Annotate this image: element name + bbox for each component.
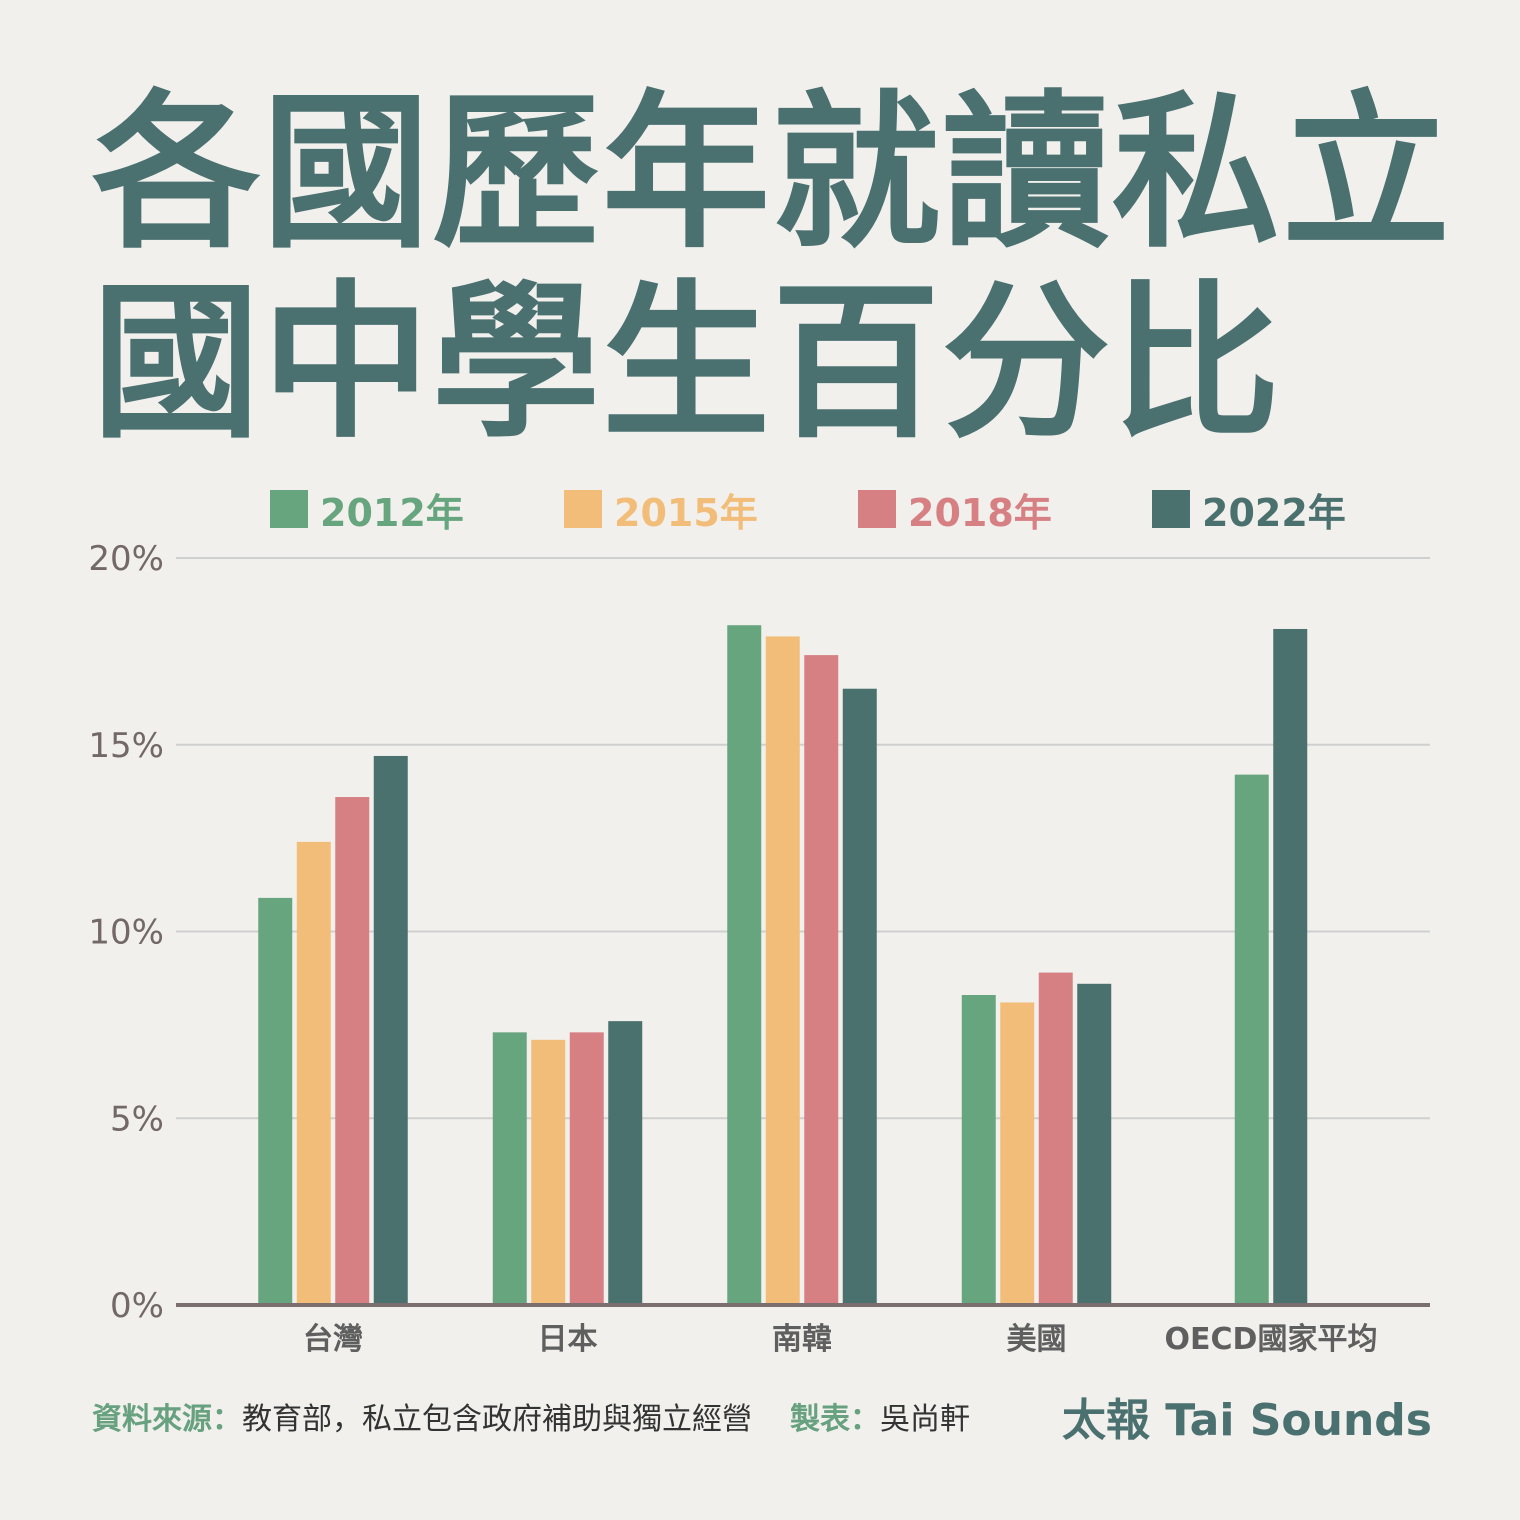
y-tick-label: 20% bbox=[88, 540, 164, 579]
x-tick-label-korea: 南韓 bbox=[772, 1322, 832, 1357]
y-tick-label: 0% bbox=[110, 1286, 164, 1326]
bar-japan-2022 bbox=[608, 1021, 643, 1305]
bar-taiwan-2012 bbox=[258, 897, 293, 1305]
y-tick-label: 15% bbox=[88, 726, 164, 766]
legend-label-2018: 2018年 bbox=[908, 490, 1052, 535]
chart-title: 各國歷年就讀私立 國中學生百分比 bbox=[92, 78, 1452, 458]
bar-usa-2012 bbox=[961, 994, 996, 1305]
footer: 資料來源： 教育部，私立包含政府補助與獨立經營 製表： 吳尚軒 太報 Tai S… bbox=[92, 1388, 1432, 1446]
y-axis-ticks: 0% 5% 10% 15% 20% bbox=[88, 540, 164, 1326]
bars bbox=[258, 625, 1308, 1305]
brand-logo-text: 太報 Tai Sounds bbox=[1061, 1395, 1432, 1446]
legend-item-2018: 2018年 bbox=[858, 484, 1052, 535]
title-line-1: 各國歷年就讀私立 bbox=[92, 75, 1452, 271]
bar-korea-2012 bbox=[727, 625, 762, 1305]
bar-oecd-2012 bbox=[1234, 774, 1269, 1305]
source-text: 教育部，私立包含政府補助與獨立經營 bbox=[242, 1402, 752, 1437]
bar-japan-2018 bbox=[569, 1032, 604, 1305]
maker-text: 吳尚軒 bbox=[880, 1402, 970, 1437]
legend-swatch-2018 bbox=[858, 490, 896, 528]
legend: 2012年 2015年 2018年 2022年 bbox=[0, 484, 1520, 535]
y-tick-label: 10% bbox=[88, 913, 164, 953]
x-tick-label-taiwan: 台灣 bbox=[303, 1322, 363, 1357]
bar-korea-2018 bbox=[804, 655, 839, 1305]
bar-japan-2015 bbox=[531, 1039, 566, 1305]
bar-chart: 0% 5% 10% 15% 20% 台灣 日本 南韓 美國 OECD國家平均 bbox=[88, 540, 1430, 1357]
title-line-2: 國中學生百分比 bbox=[92, 265, 1282, 461]
source-label: 資料來源： bbox=[92, 1402, 242, 1437]
legend-item-2015: 2015年 bbox=[564, 484, 758, 535]
y-tick-label: 5% bbox=[110, 1099, 164, 1139]
legend-item-2012: 2012年 bbox=[270, 484, 464, 535]
legend-item-2022: 2022年 bbox=[1152, 484, 1346, 535]
bar-usa-2022 bbox=[1077, 983, 1112, 1305]
bar-japan-2012 bbox=[492, 1032, 527, 1305]
legend-label-2012: 2012年 bbox=[320, 490, 464, 535]
legend-swatch-2015 bbox=[564, 490, 602, 528]
bar-usa-2018 bbox=[1038, 972, 1073, 1305]
legend-swatch-2022 bbox=[1152, 490, 1190, 528]
bar-taiwan-2015 bbox=[296, 841, 331, 1305]
x-tick-label-oecd: OECD國家平均 bbox=[1165, 1322, 1378, 1357]
bar-oecd-2022 bbox=[1273, 628, 1308, 1305]
bar-usa-2015 bbox=[1000, 1002, 1035, 1305]
legend-label-2022: 2022年 bbox=[1202, 490, 1346, 535]
x-tick-label-usa: 美國 bbox=[1007, 1322, 1067, 1357]
bar-taiwan-2022 bbox=[373, 755, 408, 1305]
x-axis-ticks: 台灣 日本 南韓 美國 OECD國家平均 bbox=[303, 1322, 1377, 1357]
legend-label-2015: 2015年 bbox=[614, 490, 758, 535]
bar-taiwan-2018 bbox=[335, 797, 370, 1305]
bar-korea-2022 bbox=[842, 688, 877, 1305]
x-tick-label-japan: 日本 bbox=[538, 1322, 598, 1357]
bar-korea-2015 bbox=[765, 636, 800, 1305]
maker-label: 製表： bbox=[790, 1402, 880, 1437]
legend-swatch-2012 bbox=[270, 490, 308, 528]
